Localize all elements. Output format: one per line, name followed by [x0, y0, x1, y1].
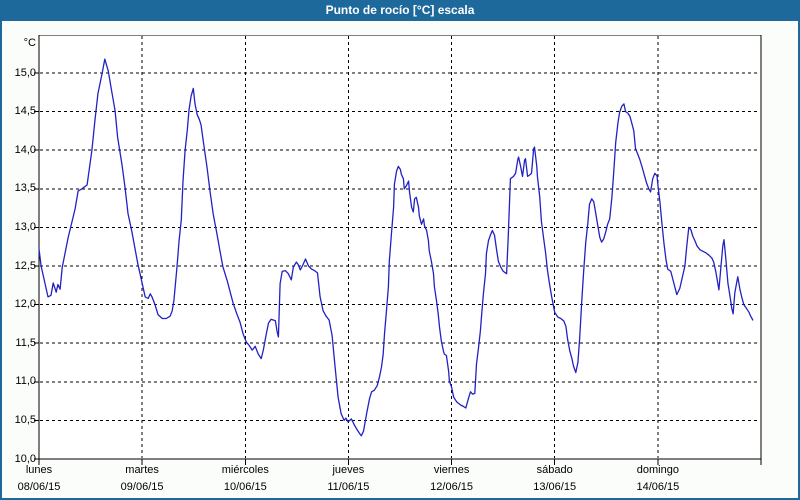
y-tick-label: 13,0: [14, 220, 36, 233]
x-date-label: 11/06/15: [327, 481, 370, 493]
x-date-label: 10/06/15: [223, 481, 267, 493]
x-day-label: sábado: [536, 464, 573, 476]
x-date-label: 12/06/15: [430, 481, 473, 493]
plot-area-border: [38, 35, 762, 460]
y-tick-label: 11,0: [15, 375, 36, 388]
x-date-label: 14/06/15: [636, 481, 680, 493]
x-day-label: miércoles: [221, 464, 269, 476]
y-tick-label: 15,0: [14, 66, 36, 79]
x-day-label: lunes: [25, 464, 53, 476]
y-tick-label: 14,0: [14, 143, 36, 156]
dew-point-series-line: [38, 58, 754, 437]
y-tick-label: 12,0: [14, 298, 36, 311]
x-day-label: domingo: [636, 464, 679, 476]
window-title: Punto de rocío [°C] escala: [325, 3, 475, 17]
title-bar: Punto de rocío [°C] escala: [0, 0, 800, 21]
x-day-label: viernes: [433, 464, 470, 476]
x-date-label: 09/06/15: [120, 481, 164, 493]
x-date-label: 13/06/15: [533, 481, 577, 493]
x-day-label: martes: [125, 464, 159, 476]
y-axis-unit-label: °C: [23, 37, 36, 49]
y-tick-label: 13,5: [14, 182, 36, 195]
dew-point-line-chart: [34, 35, 762, 465]
y-tick-label: 12,5: [14, 259, 36, 272]
y-tick-label: 11,5: [15, 336, 36, 349]
x-day-label: jueves: [332, 464, 365, 476]
y-axis-labels: 15,0 14,5 14,0 13,5 13,0 12,5 12,0 11,5 11,0 10,5…: [0, 0, 38, 500]
y-tick-label: 10,0: [14, 452, 36, 465]
y-tick-label: 10,5: [14, 413, 36, 426]
y-tick-label: 14,5: [14, 105, 36, 118]
x-date-label: 08/06/15: [17, 481, 61, 493]
